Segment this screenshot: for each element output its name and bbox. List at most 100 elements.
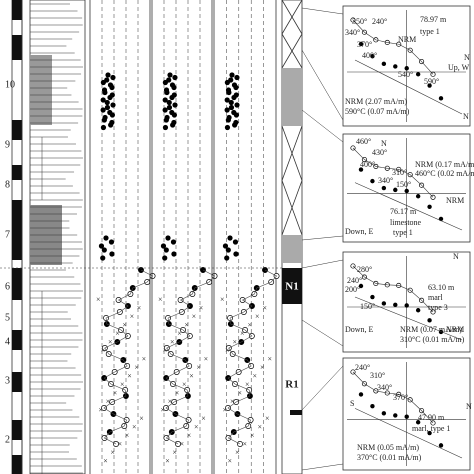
inset-label: 150° — [396, 180, 411, 189]
cross: × — [268, 354, 273, 363]
cross: × — [113, 388, 118, 397]
strip-block — [12, 330, 22, 350]
cross: × — [253, 371, 258, 380]
dot — [171, 251, 177, 257]
zone-label: R1 — [285, 379, 298, 391]
inset-label: type 1 — [420, 27, 440, 36]
dot — [166, 99, 172, 106]
dot — [100, 255, 106, 261]
depth-label: 4 — [5, 336, 10, 347]
cross: × — [134, 363, 139, 372]
cross: × — [120, 380, 125, 389]
depth-label: 8 — [5, 179, 10, 190]
cross: × — [192, 312, 197, 321]
step-dot — [427, 318, 432, 323]
cross: × — [201, 414, 206, 423]
line — [301, 319, 344, 347]
step-dot — [415, 194, 421, 199]
grey-zone — [282, 235, 302, 263]
depth-label: 9 — [5, 139, 10, 150]
inset-label: NRM — [446, 325, 464, 334]
dot — [165, 235, 171, 241]
strip-block — [12, 0, 22, 20]
dot — [171, 112, 177, 118]
dot — [162, 124, 169, 131]
inset-label: 400° — [362, 51, 377, 60]
cross: × — [110, 448, 115, 457]
cross: × — [170, 337, 175, 346]
strip-block — [12, 420, 22, 440]
dot — [110, 102, 116, 108]
depth-label: 2 — [5, 434, 10, 445]
dot — [224, 79, 230, 86]
dot — [224, 124, 231, 131]
inset-label: 340° — [345, 28, 360, 37]
cross: × — [139, 414, 144, 423]
inset-label: NRM — [398, 35, 416, 44]
line — [354, 296, 463, 341]
inset-label: NRM (0.07 mA/m) — [400, 325, 462, 334]
cross: × — [172, 448, 177, 457]
cross: × — [250, 431, 255, 440]
cross: × — [106, 397, 111, 406]
dot — [101, 247, 107, 253]
step-dot — [415, 420, 421, 425]
cross: × — [243, 439, 248, 448]
step-path — [352, 265, 434, 313]
dot — [109, 84, 115, 91]
dot — [162, 107, 168, 113]
inset-label: 280° — [357, 265, 372, 274]
cross: × — [187, 431, 192, 440]
step-dot — [438, 443, 444, 448]
step-dot — [427, 83, 432, 88]
inset-label: 310° — [392, 168, 407, 177]
dot — [170, 122, 176, 128]
dot — [229, 72, 235, 78]
dot — [163, 117, 169, 123]
inset-label: N — [381, 139, 387, 148]
zone-label: N1 — [285, 281, 298, 293]
cross: × — [98, 405, 103, 414]
cross: × — [168, 397, 173, 406]
step-dot — [358, 41, 364, 47]
inset-label: 310° — [370, 371, 385, 380]
line — [281, 180, 303, 236]
dot — [233, 251, 239, 257]
inset-label: type 1 — [393, 228, 413, 237]
inset-label: 370°C (0.01 mA/m) — [357, 453, 422, 462]
dot — [160, 243, 167, 249]
step-dot — [370, 178, 375, 184]
dot-path — [165, 269, 216, 445]
step-path — [352, 19, 434, 75]
inset-label: 340° — [377, 383, 392, 392]
cross: × — [184, 320, 189, 329]
cross: × — [189, 371, 194, 380]
step-dot — [370, 403, 375, 409]
inset-label: 460° — [356, 137, 371, 146]
cross: × — [263, 303, 268, 312]
inset-label: 200° — [345, 285, 360, 294]
dot — [108, 239, 115, 245]
dot — [228, 104, 235, 111]
strip-block — [12, 35, 22, 60]
step-dot — [381, 411, 387, 416]
step-dot — [358, 283, 364, 289]
inset-label: 47.90 m — [418, 413, 445, 422]
dot — [233, 112, 239, 118]
inset-label: 590°C (0.07 mA/m) — [345, 107, 410, 116]
cross: × — [260, 363, 265, 372]
dot — [100, 79, 106, 86]
cross: × — [220, 295, 225, 304]
step-dot — [393, 187, 398, 193]
cross: × — [240, 329, 245, 338]
inset-label: 63.10 m — [428, 283, 455, 292]
line — [281, 125, 303, 181]
dot — [170, 239, 177, 245]
step-dot — [381, 301, 387, 306]
dot — [167, 72, 173, 78]
strip-block — [12, 200, 22, 260]
line — [301, 259, 344, 269]
dot — [104, 99, 110, 106]
dot — [102, 89, 108, 96]
line — [301, 235, 344, 241]
